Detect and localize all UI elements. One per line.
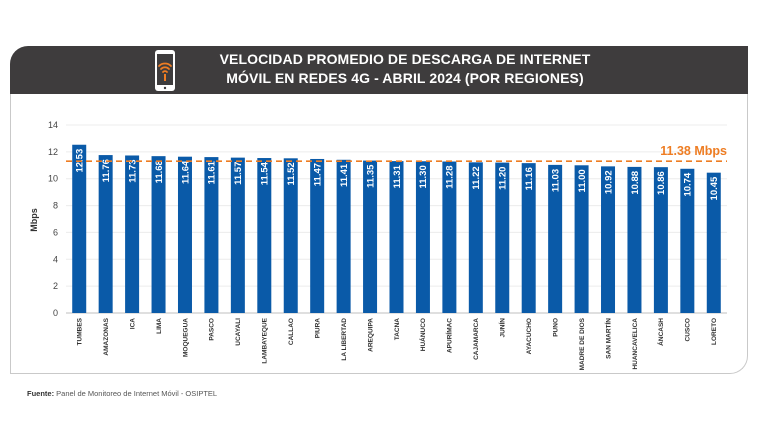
- bar-value-label: 10.92: [603, 170, 614, 194]
- bar-value-label: 11.16: [524, 167, 535, 190]
- chart-title: VELOCIDAD PROMEDIO DE DESCARGA DE INTERN…: [190, 50, 620, 88]
- y-tick-label: 0: [53, 308, 58, 318]
- x-category-label: AYACUCHO: [526, 318, 533, 354]
- x-category-label: MADRE DE DIOS: [579, 317, 586, 370]
- x-category-label: CAJAMARCA: [473, 318, 480, 360]
- y-tick-label: 2: [53, 281, 58, 291]
- x-category-label: JUNÍN: [498, 318, 507, 338]
- bar: [574, 165, 589, 313]
- y-axis-label: Mbps: [29, 208, 39, 232]
- x-category-label: AREQUIPA: [367, 318, 374, 352]
- bar: [415, 161, 430, 313]
- bar-value-label: 10.88: [630, 171, 641, 195]
- bar-value-label: 11.57: [233, 162, 244, 185]
- x-category-label: APURÍMAC: [445, 318, 454, 353]
- bar: [601, 166, 616, 313]
- x-category-label: CUSCO: [685, 318, 692, 341]
- bar-value-label: 11.22: [471, 166, 482, 189]
- x-category-label: TUMBES: [77, 317, 84, 345]
- bar-value-label: 11.47: [312, 163, 323, 186]
- bar: [230, 157, 245, 313]
- chart-title-line-2: MÓVIL EN REDES 4G - ABRIL 2024 (POR REGI…: [226, 70, 584, 86]
- y-tick-label: 6: [53, 227, 58, 237]
- average-label: 11.38 Mbps: [660, 144, 727, 158]
- bar: [653, 167, 668, 313]
- bar-value-label: 11.35: [365, 164, 376, 188]
- bar-value-label: 10.45: [709, 176, 720, 200]
- bar-value-label: 11.03: [550, 169, 561, 192]
- average-line-group: 11.38 Mbps: [66, 144, 727, 162]
- bar: [177, 156, 192, 313]
- source-label: Fuente:: [27, 389, 55, 398]
- bar: [151, 156, 166, 313]
- source-text: Panel de Monitoreo de Internet Móvil - O…: [54, 389, 218, 398]
- bar-value-label: 11.73: [127, 159, 138, 182]
- x-axis-labels: TUMBES AMAZONAS ICA LIMA MOQUEGUA PASCO UCAYAL…: [77, 317, 719, 370]
- bar: [548, 164, 563, 313]
- bar: [389, 161, 404, 313]
- bar-value-label: 11.54: [260, 161, 271, 185]
- bar: [72, 144, 87, 313]
- x-category-label: PUNO: [552, 318, 559, 337]
- bar: [98, 155, 113, 313]
- bars: 12.53 11.76 11.73 11.68 11.64 11.61 11.57 11.54…: [72, 144, 721, 313]
- y-tick-label: 14: [48, 120, 58, 130]
- bar-value-label: 11.52: [286, 162, 297, 185]
- bar: [257, 158, 272, 313]
- bar-value-label: 11.41: [339, 163, 350, 187]
- x-category-label: TACNA: [394, 318, 401, 341]
- bar: [204, 157, 219, 313]
- y-axis-ticks: 0 2 4 6 8 10 12 14: [48, 120, 58, 318]
- bar-value-label: 11.68: [154, 160, 165, 183]
- x-category-label: LIMA: [156, 318, 163, 334]
- source-note: Fuente: Panel de Monitoreo de Internet M…: [27, 389, 217, 398]
- chart-title-line-1: VELOCIDAD PROMEDIO DE DESCARGA DE INTERN…: [219, 51, 591, 67]
- bar-value-label: 11.64: [180, 160, 191, 184]
- x-category-label: LORETO: [711, 318, 718, 345]
- bar-value-label: 10.86: [656, 171, 667, 195]
- bar-value-label: 11.20: [498, 167, 509, 190]
- bar-value-label: 11.61: [207, 160, 218, 184]
- x-category-label: CALLAO: [288, 318, 295, 345]
- bar: [627, 166, 642, 313]
- y-tick-label: 10: [48, 174, 58, 184]
- bar-value-label: 11.30: [418, 165, 429, 188]
- x-category-label: PIURA: [314, 318, 321, 339]
- x-category-label: PASCO: [209, 318, 216, 341]
- x-category-label: ÁNCASH: [656, 318, 665, 346]
- bar-value-label: 11.00: [577, 169, 588, 192]
- bar-value-label: 11.76: [101, 159, 112, 182]
- bar: [363, 160, 378, 313]
- bar: [706, 172, 721, 313]
- bar: [495, 162, 510, 313]
- y-tick-label: 4: [53, 254, 58, 264]
- x-category-label: SAN MARTÍN: [603, 318, 612, 359]
- x-category-label: LAMBAYEQUE: [262, 317, 269, 363]
- bar-value-label: 11.31: [392, 164, 403, 188]
- bar: [442, 161, 457, 313]
- y-tick-label: 12: [48, 147, 58, 157]
- bar: [310, 158, 325, 313]
- x-category-label: UCAYALI: [235, 318, 242, 346]
- bar: [680, 168, 695, 313]
- x-category-label: HUÁNUCO: [418, 318, 427, 351]
- bar: [125, 155, 140, 313]
- x-category-label: MOQUEGUA: [182, 318, 189, 357]
- chart-header: [10, 46, 748, 94]
- bar: [468, 162, 483, 313]
- bar-value-label: 11.28: [445, 166, 456, 189]
- bar: [336, 159, 351, 313]
- x-category-label: AMAZONAS: [103, 317, 110, 355]
- mobile-wifi-icon: [155, 50, 175, 91]
- x-category-label: LA LIBERTAD: [341, 318, 348, 361]
- bar: [283, 158, 298, 313]
- x-category-label: ICA: [129, 318, 136, 330]
- bar-value-label: 10.74: [683, 172, 694, 196]
- bar: [521, 163, 536, 313]
- x-category-label: HUANCAVELICA: [632, 318, 639, 370]
- y-tick-label: 8: [53, 201, 58, 211]
